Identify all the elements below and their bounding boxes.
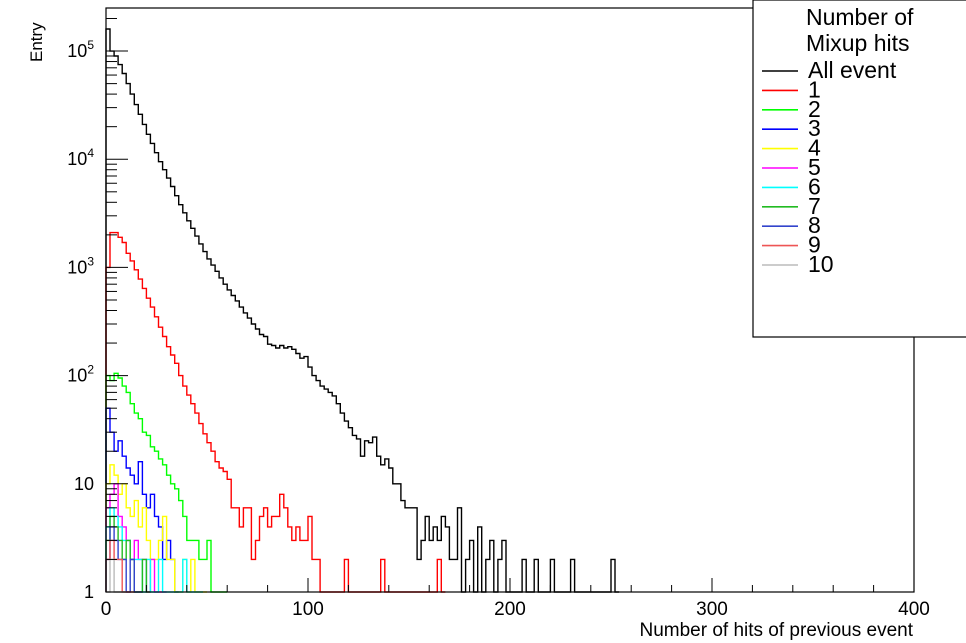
y-axis-label: Entry — [27, 22, 46, 62]
series-layer — [105, 28, 620, 593]
y-tick-label: 1 — [84, 582, 94, 602]
x-tick-label: 400 — [898, 599, 930, 620]
legend-entry-label: 7 — [808, 193, 821, 219]
x-tick-label: 200 — [494, 599, 526, 620]
y-tick-label: 102 — [67, 363, 94, 386]
y-tick-label: 103 — [67, 254, 94, 277]
series-line-10 — [106, 558, 127, 593]
x-axis-label: Number of hits of previous event — [639, 620, 913, 641]
legend-entry-label: 3 — [808, 115, 821, 141]
legend-title: Mixup hits — [806, 30, 910, 56]
series-line-all-event — [105, 28, 620, 593]
x-tick-label: 100 — [292, 599, 324, 620]
legend-entry-label: 4 — [808, 135, 821, 161]
series-line-2 — [105, 372, 228, 593]
legend-entry-label: 9 — [808, 232, 821, 258]
series-line-7 — [105, 515, 151, 593]
legend-entry-label: 5 — [808, 154, 821, 180]
legend-entry-label: 8 — [808, 212, 821, 238]
y-tick-label: 105 — [67, 38, 94, 61]
series-line-1 — [105, 231, 446, 593]
legend-title: Number of — [806, 4, 914, 30]
legend-entry-label: 1 — [808, 76, 821, 102]
legend-entry-label: 10 — [808, 251, 834, 277]
legend-entry-label: 6 — [808, 173, 821, 199]
legend-entry-label: 2 — [808, 96, 821, 122]
x-tick-label: 300 — [696, 599, 728, 620]
y-tick-label: 104 — [67, 146, 94, 169]
series-line-6 — [105, 507, 203, 593]
legend-entry-label: All event — [808, 57, 897, 83]
y-tick-label: 10 — [74, 474, 94, 494]
x-tick-label: 0 — [101, 599, 112, 620]
